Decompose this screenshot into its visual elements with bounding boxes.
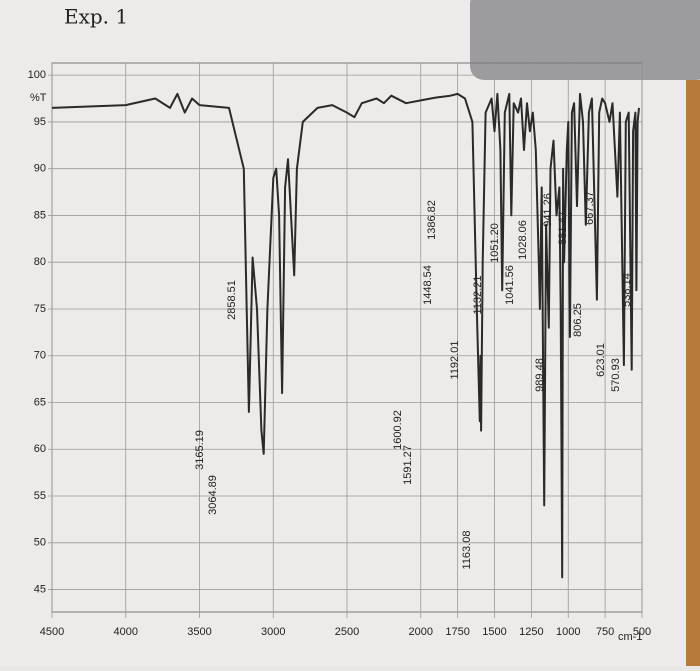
spectrum-line (51, 92, 640, 579)
y-tick-label: 55 (34, 490, 46, 502)
peak-label: 2858.51 (226, 280, 238, 320)
peak-label: 667.37 (584, 191, 596, 225)
peak-label: 1051.20 (489, 223, 501, 263)
x-tick-label: 750 (596, 626, 614, 638)
x-tick-label: 1000 (556, 626, 580, 638)
peak-label: 1041.56 (504, 265, 516, 305)
peak-label: 538.14 (621, 273, 633, 307)
x-tick-label: 4500 (40, 626, 64, 638)
x-tick-label: 4000 (114, 626, 138, 638)
y-tick-label: 85 (34, 209, 46, 221)
peak-label: 1132.21 (472, 276, 484, 315)
peak-label: 1591.27 (402, 445, 414, 485)
peak-label: 3165.19 (194, 430, 206, 470)
peak-label: 570.93 (610, 358, 622, 392)
x-axis-label: cm-1 (618, 631, 642, 643)
peak-label: 806.25 (572, 303, 584, 337)
y-tick-label: 60 (34, 443, 46, 455)
y-tick-label: 70 (34, 350, 46, 362)
peak-label: 881.47 (557, 211, 569, 245)
object-shadow (470, 0, 700, 80)
y-tick-label: 45 (34, 583, 46, 595)
y-tick-label: 65 (34, 396, 46, 408)
y-tick-label: 50 (34, 537, 46, 549)
y-tick-label: 75 (34, 303, 46, 315)
peak-label: 1448.54 (422, 265, 434, 305)
peak-label: 1386.82 (426, 200, 438, 240)
x-tick-label: 3000 (261, 626, 285, 638)
peak-label: 941.26 (542, 193, 554, 227)
y-axis-label: %T (30, 92, 47, 104)
x-tick-label: 1750 (445, 626, 469, 638)
x-tick-label: 500 (633, 626, 651, 638)
x-tick-label: 2500 (335, 626, 359, 638)
x-tick-label: 3500 (187, 626, 211, 638)
x-tick-label: 1250 (519, 626, 543, 638)
peak-label: 1192.01 (449, 341, 461, 380)
peak-label: 989.48 (534, 358, 546, 392)
table-edge (686, 80, 700, 666)
x-tick-label: 1500 (482, 626, 506, 638)
chart-title: Exp. 1 (64, 5, 128, 29)
peak-label: 3064.89 (207, 475, 219, 515)
y-tick-label: 100 (28, 69, 46, 81)
y-tick-label: 95 (34, 116, 46, 128)
peak-label: 1600.92 (392, 410, 404, 450)
peak-label: 1028.06 (517, 220, 529, 260)
y-tick-label: 80 (34, 256, 46, 268)
x-tick-label: 2000 (409, 626, 433, 638)
y-tick-label: 90 (34, 163, 46, 175)
peak-label: 1163.08 (461, 531, 473, 570)
peak-label: 623.01 (595, 343, 607, 377)
